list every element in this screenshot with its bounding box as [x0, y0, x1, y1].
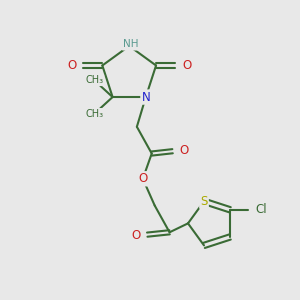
- Text: O: O: [182, 59, 191, 72]
- Text: Cl: Cl: [255, 203, 267, 216]
- Text: CH₃: CH₃: [85, 75, 103, 85]
- Text: O: O: [138, 172, 147, 185]
- Text: O: O: [67, 59, 76, 72]
- Text: S: S: [200, 195, 208, 208]
- Text: CH₃: CH₃: [85, 109, 103, 119]
- Text: O: O: [131, 229, 141, 242]
- Text: O: O: [179, 144, 188, 157]
- Text: N: N: [141, 91, 150, 103]
- Text: NH: NH: [123, 40, 138, 50]
